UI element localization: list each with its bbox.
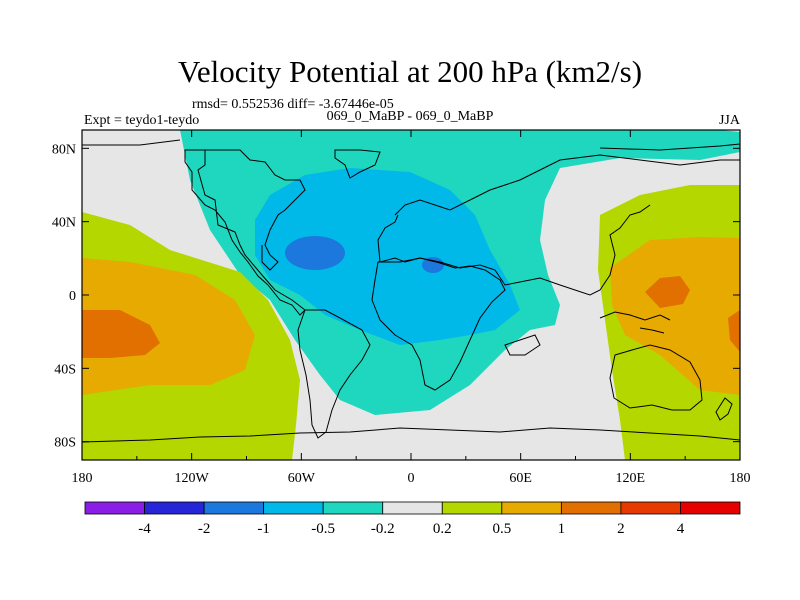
coast-australia: [609, 344, 703, 411]
x-tick-label: 120E: [616, 471, 646, 486]
experiment-label: Expt = teydo1-teydo: [84, 113, 199, 128]
colorbar-label: 1: [558, 521, 566, 537]
pacific-peak-west: [82, 310, 160, 358]
x-tick-label: 180: [730, 471, 751, 486]
colorbar-label: 0.5: [492, 521, 511, 537]
colorbar-label: 4: [677, 521, 685, 537]
colorbar-swatch: [263, 501, 324, 515]
colorbar-label: 0.2: [433, 521, 452, 537]
colorbar-swatch: [322, 501, 384, 515]
sahara-minimum: [422, 257, 444, 273]
x-tick-label: 180: [72, 471, 93, 486]
x-tick-label: 120W: [175, 471, 210, 486]
y-tick-label: 40N: [52, 216, 76, 231]
coast-antarctica: [82, 427, 740, 443]
colorbar-swatch: [441, 501, 503, 515]
colorbar-swatch: [382, 501, 443, 515]
coast-south-america: [297, 309, 371, 439]
colorbar-label: 2: [617, 521, 625, 537]
rmsd-label: rmsd= 0.552536 diff= -3.67446e-05: [192, 97, 394, 112]
colorbar-swatch: [144, 501, 205, 515]
x-axis: 180 120W 60W 0 60E 120E 180: [72, 130, 751, 486]
north-atlantic-minimum: [285, 236, 345, 270]
colorbar: -4 -2 -1 -0.5 -0.2 0.2 0.5 1 2 4: [84, 501, 741, 537]
coast-greenland: [334, 149, 381, 179]
asia-pacific-peak: [645, 276, 690, 308]
x-tick-label: 60W: [288, 471, 316, 486]
coast-indonesia: [599, 311, 671, 334]
colorbar-swatch: [560, 501, 622, 515]
y-tick-label: 80S: [54, 436, 76, 451]
season-label: JJA: [719, 113, 741, 128]
coast-north-america: [184, 149, 306, 316]
asia-pacific-peak-edge: [728, 310, 740, 352]
pacific-core-west: [82, 258, 255, 395]
colorbar-label: -4: [138, 521, 151, 537]
y-tick-label: 40S: [54, 362, 76, 377]
colorbar-label: -0.2: [371, 521, 395, 537]
x-tick-label: 0: [408, 471, 415, 486]
contour-field: [82, 130, 740, 460]
colorbar-swatch: [680, 501, 741, 515]
colorbar-label: -1: [257, 521, 270, 537]
y-axis: 80N 40N 0 40S 80S: [52, 142, 740, 451]
coast-new-zealand: [715, 397, 733, 421]
y-tick-label: 0: [69, 289, 76, 304]
comparison-label: 069_0_MaBP - 069_0_MaBP: [327, 109, 494, 124]
asia-pacific-core: [610, 237, 740, 395]
coastlines: [82, 139, 740, 443]
coast-arctic-islands: [82, 139, 740, 151]
chart-title: Velocity Potential at 200 hPa (km2/s): [178, 54, 642, 89]
colorbar-label: -0.5: [311, 521, 335, 537]
colorbar-swatch: [501, 501, 562, 515]
coast-madagascar: [504, 334, 541, 356]
colorbar-swatch: [84, 501, 145, 515]
y-tick-label: 80N: [52, 142, 76, 157]
x-tick-label: 60E: [509, 471, 532, 486]
atlantic-africa-core: [255, 168, 520, 345]
colorbar-swatch: [620, 501, 681, 515]
colorbar-swatch: [203, 501, 265, 515]
colorbar-label: -2: [198, 521, 211, 537]
coast-africa: [371, 257, 506, 391]
